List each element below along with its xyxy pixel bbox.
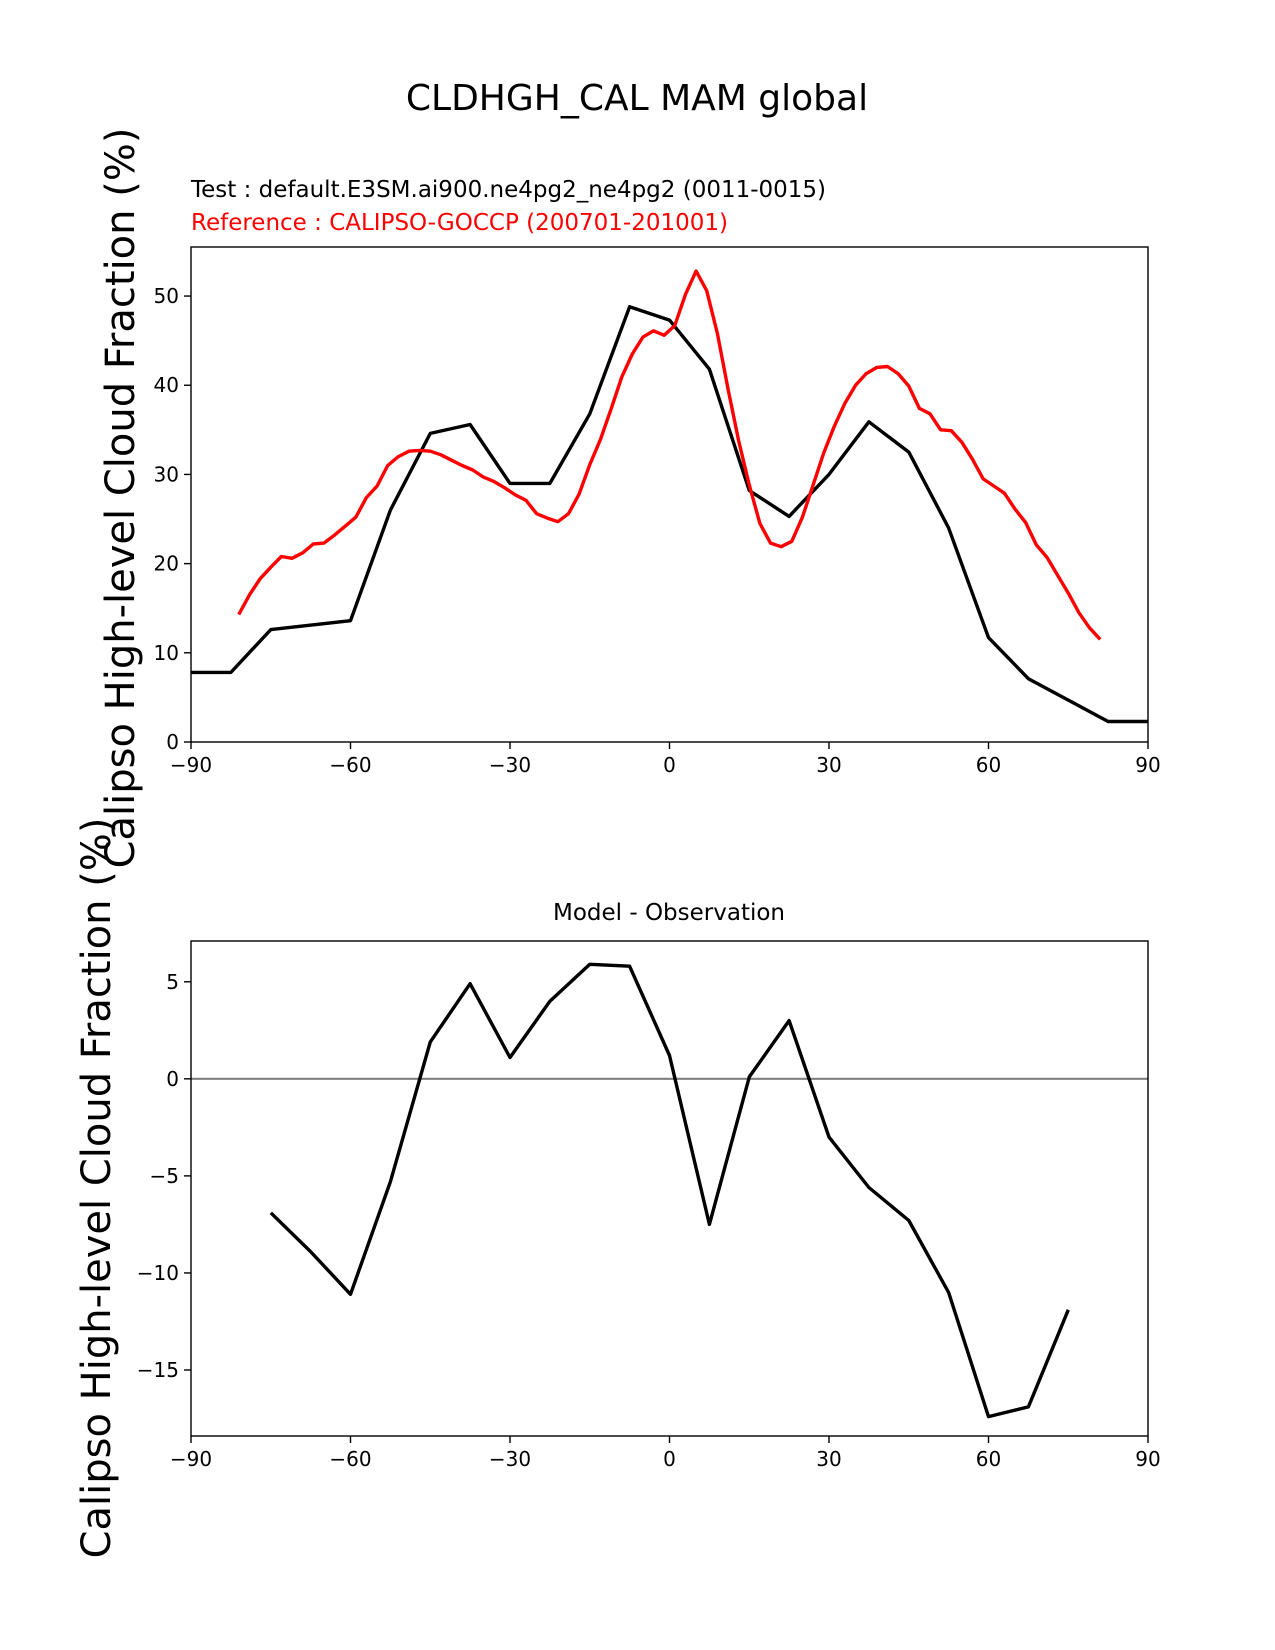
diff-axes-frame: [190, 940, 1149, 1437]
diff-x-tick-label: 0: [663, 1447, 676, 1471]
diff-x-tick-label: −90: [170, 1447, 212, 1471]
top-series-1-line: [191, 305, 1148, 724]
diff-x-tick-label: −60: [329, 1447, 371, 1471]
top-x-tick-label: 60: [976, 753, 1001, 777]
y-axis-label-bottom: Calipso High-level Cloud Fraction (%): [74, 818, 120, 1559]
diff-x-tick-label: −30: [489, 1447, 531, 1471]
top-y-tick-label: 0: [166, 730, 179, 754]
top-y-tick-label: 30: [154, 462, 179, 486]
figure-title: CLDHGH_CAL MAM global: [406, 78, 868, 119]
top-y-tick-label: 10: [154, 641, 179, 665]
diff-x-tick-label: 90: [1135, 1447, 1160, 1471]
test-label: Test : default.E3SM.ai900.ne4pg2_ne4pg2 …: [190, 177, 826, 203]
top-panel: −90 −60 −30 0 30 60 90 0 10 20 30 40 50: [154, 246, 1161, 777]
top-y-tick-label: 50: [154, 284, 179, 308]
diff-series-1-line: [269, 962, 1070, 1419]
top-series-2-line: [237, 269, 1102, 641]
y-axis-label-top: Calipso High-level Cloud Fraction (%): [98, 128, 144, 869]
top-x-tick-label: −90: [170, 753, 212, 777]
diff-y-tick-label: −5: [150, 1164, 179, 1188]
top-x-tick-label: 0: [663, 753, 676, 777]
diff-panel-title: Model - Observation: [553, 900, 785, 926]
difference-panel: −90 −60 −30 0 30 60 90 −15 −10 −5 0 5: [137, 940, 1161, 1471]
top-x-tick-label: −30: [489, 753, 531, 777]
diff-y-tick-label: −15: [137, 1358, 179, 1382]
diff-y-tick-label: 5: [166, 970, 179, 994]
top-y-tick-label: 20: [154, 552, 179, 576]
top-x-tick-label: 90: [1135, 753, 1160, 777]
top-x-tick-label: −60: [329, 753, 371, 777]
reference-label: Reference : CALIPSO-GOCCP (200701-201001…: [191, 210, 728, 236]
top-y-tick-label: 40: [154, 373, 179, 397]
diff-x-tick-label: 60: [976, 1447, 1001, 1471]
diff-y-tick-label: −10: [137, 1261, 179, 1285]
top-x-tick-label: 30: [816, 753, 841, 777]
diff-x-tick-label: 30: [816, 1447, 841, 1471]
diff-y-tick-label: 0: [166, 1067, 179, 1091]
